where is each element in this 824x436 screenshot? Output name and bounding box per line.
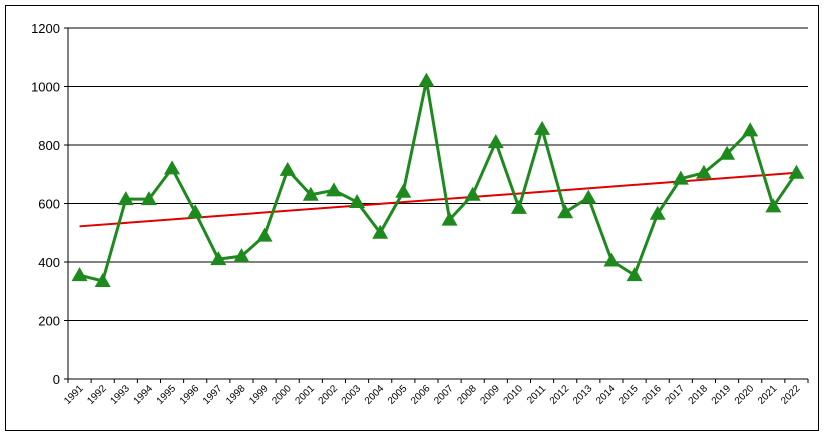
data-marker <box>580 189 597 204</box>
data-marker <box>603 252 620 267</box>
data-marker <box>788 164 805 179</box>
data-marker <box>441 211 458 226</box>
data-marker <box>140 191 157 206</box>
data-marker <box>395 183 412 198</box>
data-marker <box>719 145 736 160</box>
data-marker <box>256 227 273 242</box>
data-marker <box>510 199 527 214</box>
data-marker <box>626 267 643 282</box>
data-marker <box>742 122 759 137</box>
data-marker <box>418 72 435 87</box>
data-marker <box>557 204 574 219</box>
data-marker <box>94 273 111 288</box>
y-tick-label: 0 <box>53 372 60 387</box>
y-tick-label: 1200 <box>31 21 60 36</box>
data-marker <box>164 160 181 175</box>
data-marker <box>302 186 319 201</box>
data-marker <box>279 161 296 176</box>
data-marker <box>210 251 227 266</box>
y-tick-label: 200 <box>38 314 60 329</box>
data-marker <box>117 191 134 206</box>
y-tick-label: 600 <box>38 197 60 212</box>
y-tick-label: 1000 <box>31 80 60 95</box>
data-marker <box>534 120 551 135</box>
data-marker <box>233 248 250 263</box>
data-marker <box>672 170 689 185</box>
chart-frame <box>5 5 819 431</box>
data-marker <box>464 186 481 201</box>
data-marker <box>325 182 342 197</box>
y-tick-label: 800 <box>38 138 60 153</box>
data-marker <box>187 204 204 219</box>
data-marker <box>695 164 712 179</box>
data-marker <box>649 205 666 220</box>
y-tick-label: 400 <box>38 255 60 270</box>
data-marker <box>71 267 88 282</box>
data-marker <box>349 194 366 209</box>
data-marker <box>765 198 782 213</box>
data-marker <box>487 134 504 149</box>
data-marker <box>372 224 389 239</box>
